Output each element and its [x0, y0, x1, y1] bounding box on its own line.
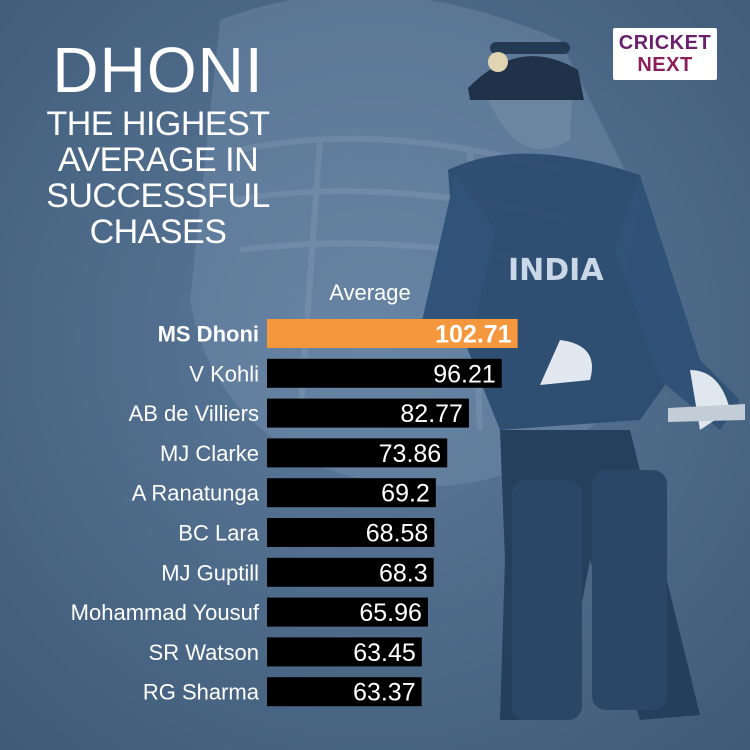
value-label: 69.2: [381, 480, 430, 508]
category-label: MJ Guptill: [161, 560, 259, 585]
category-label: MS Dhoni: [158, 322, 259, 347]
cricket-next-logo: CRICKET NEXT: [613, 28, 717, 80]
value-label: 63.45: [353, 639, 416, 667]
bar-v-kohli: [267, 358, 502, 388]
bar-mj-guptill: [267, 557, 434, 587]
bar-mj-clarke: [267, 438, 448, 468]
category-label: RG Sharma: [143, 680, 260, 705]
category-label: A Ranatunga: [132, 481, 260, 506]
bar-bc-lara: [267, 518, 435, 547]
bar-sr-watson: [267, 637, 422, 667]
bar-a-ranatunga: [267, 478, 436, 508]
value-label: 68.58: [366, 520, 429, 548]
category-label: MJ Clarke: [160, 441, 259, 466]
category-label: AB de Villiers: [129, 401, 259, 426]
value-label: 96.21: [433, 360, 496, 388]
chart-subtitle: THE HIGHEST AVERAGE IN SUCCESSFUL CHASES: [28, 106, 288, 250]
category-label: BC Lara: [178, 521, 259, 546]
bar-rg-sharma: [267, 677, 422, 707]
player-figure: INDIA: [420, 42, 745, 720]
subtitle-line: SUCCESSFUL: [46, 177, 270, 215]
value-label: 68.3: [379, 559, 428, 587]
bar-mohammad-yousuf: [267, 597, 428, 627]
category-label: V Kohli: [189, 361, 259, 386]
chart-title: DHONI: [52, 34, 264, 106]
subtitle-line: AVERAGE IN: [57, 141, 259, 179]
svg-text:INDIA: INDIA: [508, 253, 604, 288]
value-label: 63.37: [353, 679, 416, 707]
value-heading: Average: [329, 280, 411, 305]
chart-title-block: DHONI THE HIGHEST AVERAGE IN SUCCESSFUL …: [28, 38, 288, 250]
value-label: 82.77: [400, 400, 463, 428]
bar-ms-dhoni: [267, 319, 518, 348]
category-label: Mohammad Yousuf: [71, 600, 260, 625]
logo-text-line2: NEXT: [637, 54, 693, 76]
subtitle-line: THE HIGHEST: [46, 105, 270, 143]
bar-ab-de-villiers: [267, 398, 469, 428]
logo-text-line1: CRICKET: [618, 32, 712, 54]
category-label: SR Watson: [149, 640, 259, 665]
subtitle-line: CHASES: [89, 213, 227, 251]
value-label: 102.71: [435, 321, 512, 349]
value-label: 65.96: [359, 599, 422, 627]
value-label: 73.86: [379, 440, 442, 468]
